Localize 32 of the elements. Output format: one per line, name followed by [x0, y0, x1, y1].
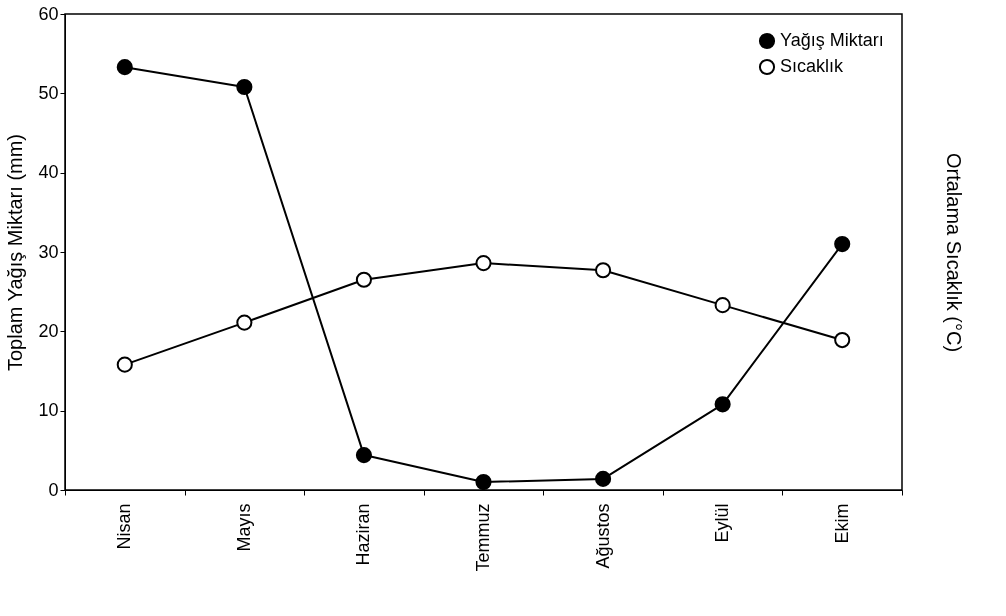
y-tick-label: 60 [38, 3, 59, 24]
point [475, 255, 492, 272]
y2-axis-title: Ortalama Sıcaklık (°C) [942, 152, 965, 353]
point [355, 271, 372, 288]
point [595, 262, 612, 279]
x-tick-label: Ekim [831, 503, 852, 544]
y-tick-label: 30 [38, 241, 59, 262]
x-tick-label: Ağustos [592, 503, 613, 569]
x-tick-label: Haziran [353, 503, 374, 566]
x-tick-label: Mayıs [233, 503, 254, 552]
point [834, 236, 851, 253]
point [236, 78, 253, 96]
point [595, 470, 612, 487]
point [116, 59, 133, 76]
legend-label: Yağış Miktarı [780, 30, 884, 50]
x-tick-label: Temmuz [473, 503, 493, 572]
y-axis-title: Toplam Yağış Miktarı (mm) [4, 133, 27, 372]
point [475, 474, 492, 491]
x-tick-label: Eylül [712, 503, 733, 543]
y-tick-label: 0 [48, 479, 59, 500]
y-tick-label: 50 [38, 82, 59, 103]
legend-label: Sıcaklık [780, 56, 845, 76]
point [714, 297, 731, 314]
point [355, 447, 372, 464]
x-tick-label: Nisan [114, 503, 135, 550]
y-tick-label: 40 [38, 162, 59, 183]
point [116, 356, 133, 373]
y-tick-label: 20 [38, 320, 59, 341]
y-tick-label: 10 [38, 400, 59, 421]
point [236, 314, 253, 331]
point [714, 396, 731, 413]
point [834, 332, 851, 349]
